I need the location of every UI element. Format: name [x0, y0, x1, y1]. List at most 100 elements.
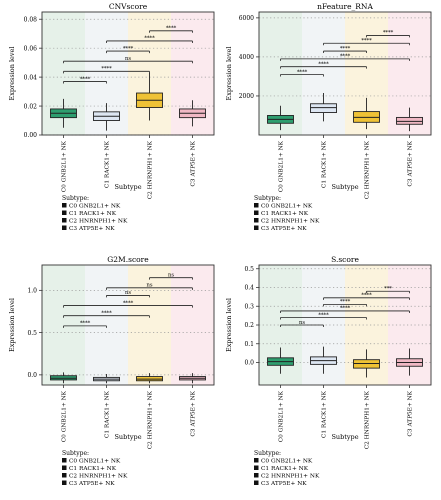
significance-label: ****: [123, 46, 134, 52]
x-tick-label: C3 ATP5E+ NK: [408, 140, 414, 186]
category-band: [171, 265, 214, 385]
legend-title: Subtype:: [254, 195, 281, 202]
legend-swatch: [62, 480, 67, 485]
x-tick-label: C1 RACK1+ NK: [322, 390, 328, 438]
chart-panel: G2M.score 0.0 0.5 1.0 Expression level **** **…: [8, 255, 215, 487]
significance-label: ns: [168, 272, 174, 278]
legend-title: Subtype:: [62, 450, 89, 457]
significance-label: ****: [383, 30, 394, 36]
y-tick-label: 1.0: [27, 288, 37, 295]
legend-swatch: [62, 218, 67, 223]
legend-entry: C3 ATP5E+ NK: [69, 226, 115, 232]
y-tick-label: 0.5: [27, 330, 37, 337]
x-tick-label: C1 RACK1+ NK: [105, 140, 111, 188]
significance-label: ***: [384, 286, 392, 292]
plot-frame: [41, 11, 215, 136]
significance-label: ****: [166, 26, 177, 32]
plot-frame: [258, 11, 432, 136]
significance-label: ****: [361, 38, 372, 44]
legend-entry: C2 HNRNPH1+ NK: [261, 474, 320, 480]
legend-entry: C1 RACK1+ NK: [69, 466, 117, 472]
significance-label: ****: [340, 46, 351, 52]
legend-swatch: [254, 458, 259, 463]
y-tick-label: 0.3: [244, 303, 254, 310]
category-band: [85, 265, 128, 385]
legend-entry: C0 GNB2L1+ NK: [69, 204, 121, 210]
significance-label: ns: [125, 56, 131, 62]
legend-title: Subtype:: [62, 195, 89, 202]
y-tick-label: 0.5: [244, 266, 254, 273]
significance-label: ns: [146, 283, 152, 289]
y-tick-label: 6000: [239, 15, 254, 22]
significance-label: ****: [123, 300, 134, 306]
legend-swatch: [254, 473, 259, 478]
legend-swatch: [62, 473, 67, 478]
legend-swatch: [254, 218, 259, 223]
chart-panel: S.score 0.0 0.1 0.2 0.3 0.4 0.5 Expression leve…: [225, 255, 432, 487]
legend-entry: C0 GNB2L1+ NK: [261, 204, 313, 210]
legend-entry: C3 ATP5E+ NK: [261, 481, 307, 487]
y-tick-label: 0.00: [24, 132, 38, 139]
y-axis-label: Expression level: [225, 298, 233, 352]
y-tick-label: 2000: [239, 93, 254, 100]
legend-entry: C1 RACK1+ NK: [261, 466, 309, 472]
significance-label: ****: [144, 36, 155, 42]
x-tick-label: C2 HNRNPH1+ NK: [365, 390, 371, 449]
legend-title: Subtype:: [254, 450, 281, 457]
legend-swatch: [254, 465, 259, 470]
x-tick-label: C0 GNB2L1+ NK: [62, 140, 68, 192]
chart-title: CNVscore: [109, 2, 148, 11]
x-axis-label: Subtype: [114, 433, 141, 441]
x-tick-label: C2 HNRNPH1+ NK: [365, 140, 371, 199]
legend-entry: C2 HNRNPH1+ NK: [261, 219, 320, 225]
y-axis-label: Expression level: [225, 47, 233, 101]
significance-label: ****: [101, 66, 112, 72]
x-tick-label: C3 ATP5E+ NK: [191, 140, 197, 186]
x-tick-label: C0 GNB2L1+ NK: [62, 390, 68, 442]
significance-label: ****: [297, 69, 308, 75]
significance-label: ****: [340, 54, 351, 60]
plot-frame: [41, 264, 215, 386]
legend-entry: C1 RACK1+ NK: [69, 211, 117, 217]
legend-swatch: [62, 210, 67, 215]
significance-label: ****: [340, 306, 351, 312]
x-tick-label: C3 ATP5E+ NK: [191, 390, 197, 436]
significance-label: ****: [101, 311, 112, 317]
chart-title: nFeature_RNA: [317, 2, 373, 11]
y-tick-label: 0.02: [24, 103, 38, 110]
legend-swatch: [62, 225, 67, 230]
legend-entry: C0 GNB2L1+ NK: [69, 459, 121, 465]
legend-entry: C3 ATP5E+ NK: [261, 226, 307, 232]
category-band: [42, 265, 85, 385]
legend-swatch: [254, 203, 259, 208]
chart-title: S.score: [331, 255, 359, 264]
category-band: [128, 265, 171, 385]
x-tick-label: C1 RACK1+ NK: [322, 140, 328, 188]
significance-label: ****: [80, 321, 91, 327]
legend-entry: C2 HNRNPH1+ NK: [69, 219, 128, 225]
y-tick-label: 4000: [239, 54, 254, 61]
x-tick-label: C0 GNB2L1+ NK: [279, 390, 285, 442]
y-tick-label: 0.0: [244, 360, 254, 367]
x-tick-label: C2 HNRNPH1+ NK: [148, 390, 154, 449]
legend-swatch: [254, 480, 259, 485]
x-tick-label: C2 HNRNPH1+ NK: [148, 140, 154, 199]
significance-label: ****: [80, 76, 91, 82]
y-tick-label: 0.1: [244, 341, 254, 348]
x-tick-label: C1 RACK1+ NK: [105, 390, 111, 438]
x-tick-label: C3 ATP5E+ NK: [408, 390, 414, 436]
y-tick-label: 0.2: [244, 322, 254, 329]
legend-entry: C2 HNRNPH1+ NK: [69, 474, 128, 480]
significance-label: ****: [361, 293, 372, 299]
y-tick-label: 0.06: [24, 45, 38, 52]
x-axis-label: Subtype: [331, 433, 358, 441]
chart-title: G2M.score: [107, 255, 149, 264]
legend-entry: C3 ATP5E+ NK: [69, 481, 115, 487]
x-axis-label: Subtype: [331, 183, 358, 191]
legend-entry: C1 RACK1+ NK: [261, 211, 309, 217]
legend-swatch: [62, 203, 67, 208]
